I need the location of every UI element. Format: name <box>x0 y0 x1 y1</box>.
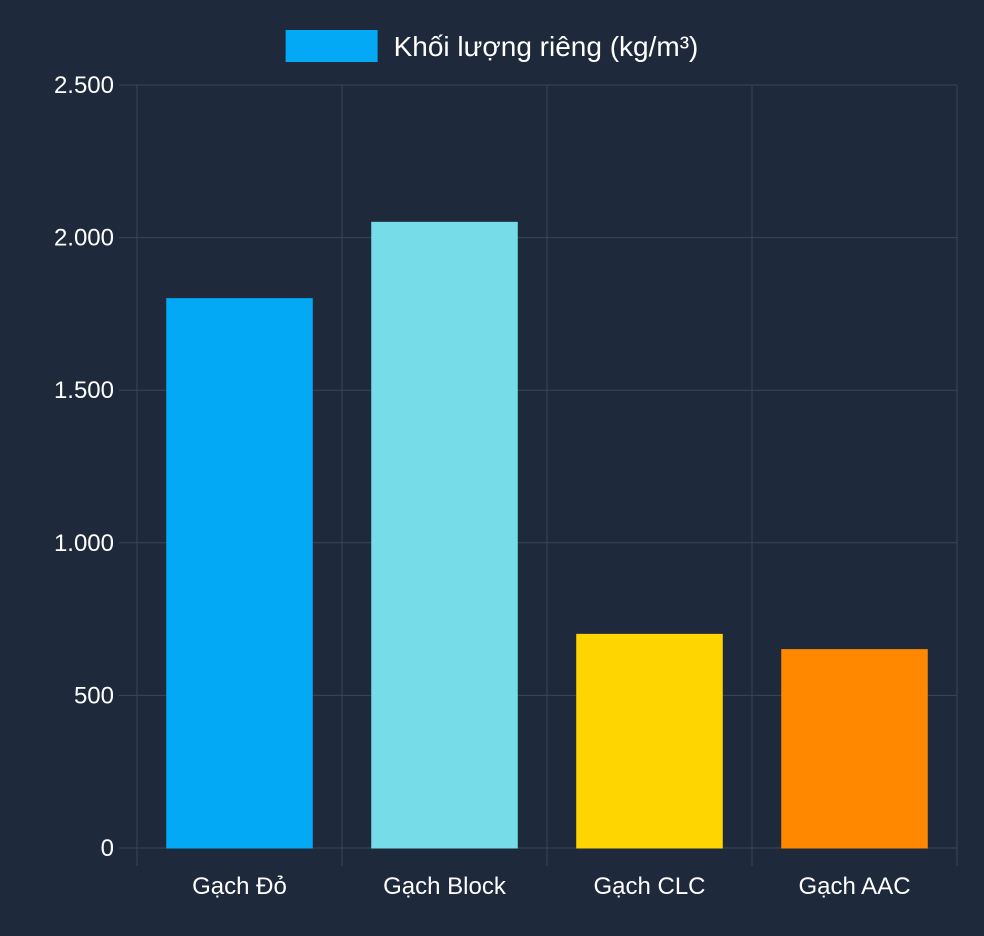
x-tick-label: Gạch Đỏ <box>192 873 287 900</box>
x-tick-label: Gạch Block <box>383 873 507 900</box>
y-tick-label: 1.000 <box>54 530 114 557</box>
y-tick-label: 1.500 <box>54 377 114 404</box>
legend-swatch[interactable] <box>285 30 378 62</box>
bars <box>166 221 928 849</box>
y-tick-label: 0 <box>101 835 114 862</box>
bar-2[interactable] <box>576 633 723 849</box>
bar-1[interactable] <box>371 221 518 849</box>
x-tick-label: Gạch CLC <box>593 873 705 900</box>
x-tick-label: Gạch AAC <box>798 873 910 900</box>
y-tick-label: 500 <box>74 682 114 709</box>
y-axis: 0 500 1.000 1.500 2.000 2.500 <box>54 72 114 862</box>
legend-label[interactable]: Khối lượng riêng (kg/m³) <box>394 31 699 62</box>
legend[interactable]: Khối lượng riêng (kg/m³) <box>285 30 699 62</box>
x-axis: Gạch Đỏ Gạch Block Gạch CLC Gạch AAC <box>192 873 910 900</box>
bar-0[interactable] <box>166 298 313 849</box>
y-tick-label: 2.500 <box>54 72 114 99</box>
bar-3[interactable] <box>781 649 928 849</box>
y-tick-label: 2.000 <box>54 225 114 252</box>
